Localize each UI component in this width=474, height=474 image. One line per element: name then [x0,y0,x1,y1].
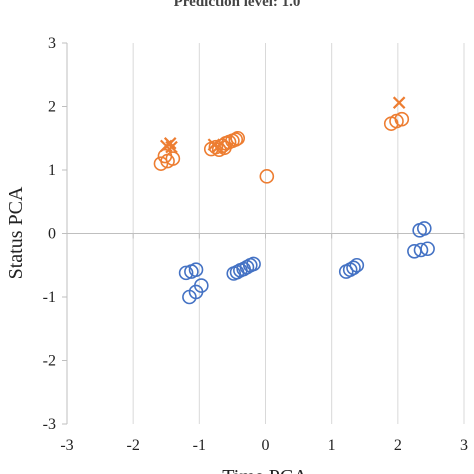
circle-marker [346,260,361,276]
x-marker [163,137,177,150]
y-axis-title: Status PCA [5,186,27,279]
y-tick-label: -2 [43,353,56,370]
circle-marker [420,241,435,257]
y-tick-label: 0 [48,226,56,243]
y-tick-label: 1 [48,162,56,179]
circle-marker [165,151,181,166]
x-tick-label: 1 [328,437,336,454]
circle-marker [416,221,432,236]
x-marker [165,140,178,154]
y-tick-label: -1 [43,289,56,306]
x-tick-label: -2 [127,437,140,454]
circle-marker [246,256,261,272]
y-tick-label: -3 [43,416,56,433]
x-tick-label: -1 [193,437,206,454]
axes [62,42,465,425]
circle-marker [349,257,365,273]
circle-marker [194,278,209,293]
x-tick-label: 3 [460,437,468,454]
circle-marker [188,262,204,277]
data-points [153,96,435,305]
x-axis-title: Time PCA [222,466,308,474]
circle-marker [178,265,194,281]
circle-marker [208,139,224,155]
circle-marker [413,242,429,258]
x-marker [211,140,225,154]
chart-title: Prediction level: 1.0 [174,0,301,10]
y-tick-label: 3 [48,35,56,52]
circle-marker [259,169,275,184]
circle-marker [239,259,255,275]
tick-labels: -3 -2 -1 0 1 2 3 -3 -2 -1 0 1 2 3 [43,35,468,454]
circle-marker [228,132,244,147]
x-marker [392,96,406,109]
x-tick-label: 2 [394,437,402,454]
x-tick-label: -3 [60,437,73,454]
x-tick-label: 0 [262,437,270,454]
circle-marker [153,156,169,171]
circle-marker [230,130,246,146]
y-tick-label: 2 [48,99,56,116]
circle-marker [394,111,410,127]
